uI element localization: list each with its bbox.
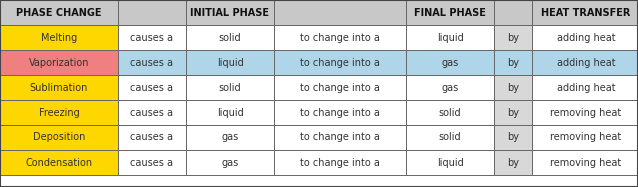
Text: by: by (507, 157, 519, 168)
Bar (118, 0, 186, 25)
Bar (0, 125, 118, 150)
Bar (0, 75, 118, 100)
Bar (186, 125, 274, 150)
Text: removing heat: removing heat (551, 108, 621, 117)
Bar (406, 0, 494, 25)
Bar (186, 150, 274, 175)
Text: liquid: liquid (217, 57, 243, 68)
Text: solid: solid (439, 108, 461, 117)
Text: by: by (507, 82, 519, 93)
Text: causes a: causes a (131, 133, 174, 142)
Bar (406, 125, 494, 150)
Text: FINAL PHASE: FINAL PHASE (414, 7, 486, 18)
Bar (532, 25, 638, 50)
Bar (274, 25, 406, 50)
Bar (494, 0, 532, 25)
Bar (186, 0, 274, 25)
Bar (406, 50, 494, 75)
Text: gas: gas (221, 133, 239, 142)
Text: adding heat: adding heat (557, 33, 615, 42)
Bar (0, 100, 118, 125)
Bar (0, 150, 118, 175)
Bar (406, 150, 494, 175)
Bar (186, 100, 274, 125)
Text: to change into a: to change into a (300, 108, 380, 117)
Bar (406, 25, 494, 50)
Bar (494, 75, 532, 100)
Text: to change into a: to change into a (300, 33, 380, 42)
Bar (406, 100, 494, 125)
Bar (118, 25, 186, 50)
Bar (532, 125, 638, 150)
Text: causes a: causes a (131, 108, 174, 117)
Bar (532, 100, 638, 125)
Text: causes a: causes a (131, 57, 174, 68)
Bar (532, 50, 638, 75)
Text: by: by (507, 33, 519, 42)
Bar (274, 50, 406, 75)
Bar (274, 150, 406, 175)
Text: by: by (507, 133, 519, 142)
Text: Freezing: Freezing (39, 108, 79, 117)
Text: to change into a: to change into a (300, 82, 380, 93)
Text: HEAT TRANSFER: HEAT TRANSFER (541, 7, 631, 18)
Text: to change into a: to change into a (300, 157, 380, 168)
Text: Vaporization: Vaporization (29, 57, 89, 68)
Text: adding heat: adding heat (557, 57, 615, 68)
Text: to change into a: to change into a (300, 133, 380, 142)
Bar (0, 50, 118, 75)
Bar (274, 125, 406, 150)
Bar (494, 150, 532, 175)
Text: causes a: causes a (131, 157, 174, 168)
Bar (274, 75, 406, 100)
Bar (118, 100, 186, 125)
Text: by: by (507, 108, 519, 117)
Text: gas: gas (221, 157, 239, 168)
Bar (494, 125, 532, 150)
Text: adding heat: adding heat (557, 82, 615, 93)
Text: gas: gas (441, 57, 459, 68)
Bar (494, 25, 532, 50)
Bar (186, 25, 274, 50)
Text: solid: solid (439, 133, 461, 142)
Text: removing heat: removing heat (551, 133, 621, 142)
Bar (118, 50, 186, 75)
Bar (406, 75, 494, 100)
Text: Condensation: Condensation (26, 157, 93, 168)
Bar (532, 75, 638, 100)
Bar (274, 0, 406, 25)
Text: Deposition: Deposition (33, 133, 85, 142)
Text: causes a: causes a (131, 82, 174, 93)
Text: liquid: liquid (436, 33, 463, 42)
Bar (0, 0, 118, 25)
Text: gas: gas (441, 82, 459, 93)
Text: causes a: causes a (131, 33, 174, 42)
Bar (118, 150, 186, 175)
Text: to change into a: to change into a (300, 57, 380, 68)
Bar (274, 100, 406, 125)
Bar (186, 50, 274, 75)
Text: INITIAL PHASE: INITIAL PHASE (191, 7, 269, 18)
Text: solid: solid (219, 33, 241, 42)
Bar (186, 75, 274, 100)
Text: Sublimation: Sublimation (30, 82, 88, 93)
Text: PHASE CHANGE: PHASE CHANGE (16, 7, 101, 18)
Bar (532, 150, 638, 175)
Text: solid: solid (219, 82, 241, 93)
Bar (494, 100, 532, 125)
Bar (0, 25, 118, 50)
Text: removing heat: removing heat (551, 157, 621, 168)
Text: liquid: liquid (436, 157, 463, 168)
Bar (532, 0, 638, 25)
Text: by: by (507, 57, 519, 68)
Text: liquid: liquid (217, 108, 243, 117)
Bar (494, 50, 532, 75)
Bar (118, 125, 186, 150)
Text: Melting: Melting (41, 33, 77, 42)
Bar (118, 75, 186, 100)
